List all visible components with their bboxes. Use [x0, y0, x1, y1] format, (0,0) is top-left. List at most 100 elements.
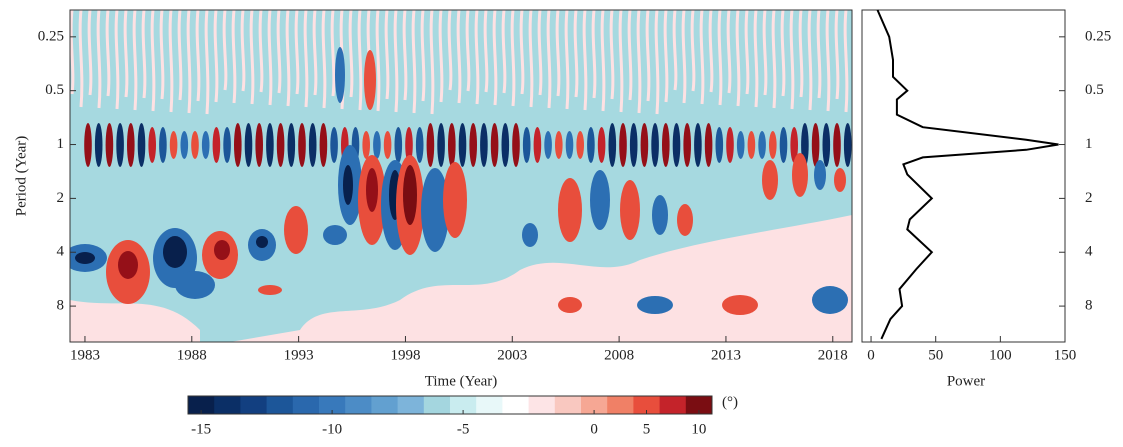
blob [403, 165, 417, 225]
stripe [195, 10, 201, 102]
colorbar-tick-label: -10 [322, 421, 342, 437]
stripe [303, 10, 309, 108]
annual-cell [490, 123, 499, 167]
annual-cell [362, 131, 371, 159]
annual-cell [597, 127, 606, 163]
annual-cell [276, 123, 285, 167]
annual-cell [127, 123, 135, 167]
blob [722, 295, 758, 315]
colorbar-tick-label: -5 [457, 421, 470, 437]
region [520, 282, 852, 342]
annual-cell [169, 131, 178, 159]
x-tick-label: 1988 [177, 347, 207, 363]
annual-cell [319, 123, 328, 167]
x-tick-label: 0 [867, 347, 875, 363]
y-tick-label: 0.5 [1085, 82, 1104, 98]
annual-cell [651, 123, 659, 167]
annual-cell [811, 123, 820, 167]
y-tick-label: 0.25 [1085, 28, 1111, 44]
colorbar-swatch [397, 396, 425, 414]
blob [443, 162, 467, 238]
stripe [249, 10, 255, 105]
stripe [294, 10, 300, 95]
y-tick-label: 8 [57, 298, 65, 314]
stripe [663, 10, 669, 103]
annual-cell [629, 123, 638, 167]
stripe [726, 10, 732, 94]
stripe [609, 10, 615, 100]
stripe [465, 10, 471, 92]
colorbar-swatch [319, 396, 346, 414]
colorbar-swatch [659, 396, 687, 414]
annual-cell [619, 123, 627, 167]
colorbar-swatch [528, 396, 556, 414]
stripe [483, 10, 489, 93]
stripe [744, 10, 750, 95]
stripe [717, 10, 723, 106]
y-tick-label: 4 [57, 244, 65, 260]
stripe [564, 10, 570, 110]
blob [364, 50, 376, 110]
x-axis-label: Power [947, 373, 985, 389]
y-tick-label: 1 [57, 136, 65, 152]
stripe [87, 10, 93, 96]
colorbar-tick-label: 5 [643, 421, 651, 437]
stripe [699, 10, 705, 105]
stripe [816, 10, 822, 99]
stripe [528, 10, 534, 108]
x-tick-label: 2008 [604, 347, 634, 363]
annual-cell [608, 123, 617, 167]
annual-cell [330, 127, 338, 163]
annual-cell [726, 127, 734, 163]
annual-cell [437, 123, 445, 167]
stripe [762, 10, 768, 96]
stripe [285, 10, 291, 107]
annual-cell [148, 127, 156, 163]
stripe [240, 10, 246, 92]
stripe [222, 10, 228, 91]
blob [812, 286, 848, 314]
stripe [510, 10, 516, 107]
stripe [276, 10, 282, 94]
colorbar-swatch [266, 396, 294, 414]
annual-cell [555, 131, 563, 159]
colorbar-swatch [476, 396, 503, 414]
annual-cell [480, 123, 488, 167]
blob [814, 160, 826, 190]
annual-cell [843, 123, 852, 167]
annual-cell [565, 131, 574, 159]
stripe [474, 10, 480, 105]
annual-cell [223, 127, 231, 163]
annual-cell [105, 123, 114, 167]
stripe [393, 10, 399, 113]
annual-cell [287, 123, 296, 167]
y-tick-label: 2 [1085, 190, 1093, 206]
blob [522, 223, 538, 247]
colorbar-swatch [214, 396, 241, 414]
colorbar-swatch [554, 396, 582, 414]
region [70, 300, 200, 342]
blob [834, 168, 846, 192]
stripe [582, 10, 588, 111]
x-tick-label: 1983 [70, 347, 100, 363]
annual-cell [298, 123, 306, 167]
stripe [600, 10, 606, 112]
blob [175, 271, 215, 299]
stripe [591, 10, 597, 99]
annual-cell [522, 127, 531, 163]
x-axis-label: Time (Year) [425, 373, 498, 389]
stripe [618, 10, 624, 113]
stripe [78, 10, 84, 108]
annual-cell [758, 131, 766, 159]
stripe [735, 10, 741, 107]
colorbar-swatch [607, 396, 634, 414]
annual-cell [84, 123, 92, 167]
colorbar-swatch [371, 396, 399, 414]
stripe [519, 10, 525, 95]
stripe [204, 10, 210, 115]
stripe [753, 10, 759, 108]
blob [118, 251, 138, 279]
annual-cell [94, 123, 103, 167]
wavelet-field [70, 10, 852, 342]
annual-cell [736, 131, 745, 159]
